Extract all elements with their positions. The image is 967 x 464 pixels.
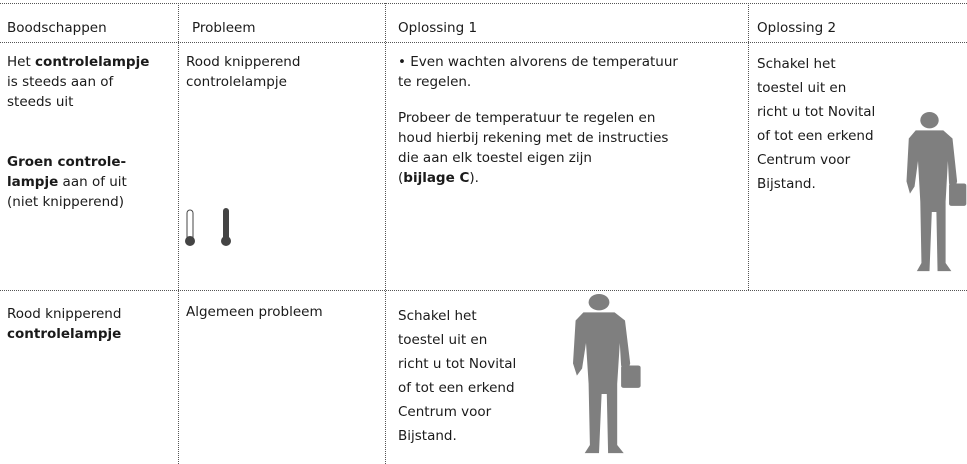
thermometer-empty xyxy=(185,209,195,246)
text: ). xyxy=(469,170,479,186)
solution-cell: • Even wachten alvorens de temperatuur t… xyxy=(398,52,678,188)
text: controlelampje xyxy=(7,326,122,342)
rule xyxy=(0,42,967,43)
text: aan of uit xyxy=(58,174,127,190)
text: Rood knipperend xyxy=(186,54,301,70)
text: steeds uit xyxy=(7,94,74,110)
text: Schakel het xyxy=(398,308,477,324)
text: Schakel het xyxy=(757,56,836,72)
text: toestel uit en xyxy=(398,332,488,348)
text: richt u tot Novital xyxy=(398,356,517,372)
column-divider xyxy=(178,3,179,464)
text: Bijstand. xyxy=(757,176,816,192)
solution-cell: Schakel het toestel uit en richt u tot N… xyxy=(398,304,516,448)
text: houd hierbij rekening met de instructies xyxy=(398,130,669,146)
text: controlelampje xyxy=(35,54,150,70)
text: Het xyxy=(7,54,36,70)
thermometer-full xyxy=(221,208,231,246)
column-divider xyxy=(748,3,749,290)
header-cell: Oplossing 1 xyxy=(398,20,478,36)
text: ( xyxy=(398,170,404,186)
text: richt u tot Novital xyxy=(757,104,876,120)
text: lampje xyxy=(7,174,59,190)
text: of tot een erkend xyxy=(757,128,874,144)
header-cell: Oplossing 2 xyxy=(757,20,837,36)
text: Centrum voor xyxy=(398,404,492,420)
text: Centrum voor xyxy=(757,152,851,168)
problem-cell: Rood knipperend controlelampje xyxy=(186,52,300,92)
solution-cell: Schakel het toestel uit en richt u tot N… xyxy=(757,52,875,196)
rule xyxy=(0,3,967,4)
text: Rood knipperend xyxy=(7,306,122,322)
text: controlelampje xyxy=(186,74,287,90)
message-cell: Rood knipperend controlelampje xyxy=(7,304,121,344)
message-cell: Het controlelampje is steeds aan of stee… xyxy=(7,52,149,212)
text: Groen controle- xyxy=(7,154,127,170)
text: bijlage C xyxy=(403,170,470,186)
rule xyxy=(0,290,967,291)
text: (niet knipperend) xyxy=(7,194,124,210)
header-cell: Boodschappen xyxy=(7,20,107,36)
text: Algemeen probleem xyxy=(186,304,323,320)
header-cell: Probleem xyxy=(192,20,256,36)
column-divider xyxy=(385,3,386,464)
text: • Even wachten alvorens de temperatuur xyxy=(398,54,678,70)
text: te regelen. xyxy=(398,74,472,90)
person-silhouette xyxy=(906,112,967,272)
problem-cell: Algemeen probleem xyxy=(186,304,323,320)
text: of tot een erkend xyxy=(398,380,515,396)
text: toestel uit en xyxy=(757,80,847,96)
text: die aan elk toestel eigen zijn xyxy=(398,150,592,166)
person-silhouette xyxy=(573,294,641,454)
text: Bijstand. xyxy=(398,428,457,444)
text: Probeer de temperatuur te regelen en xyxy=(398,110,656,126)
text: is steeds aan of xyxy=(7,74,114,90)
